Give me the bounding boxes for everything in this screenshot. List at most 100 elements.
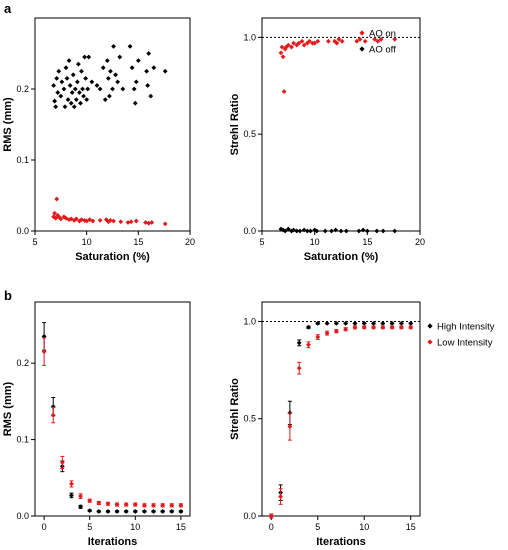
data-point — [307, 38, 312, 44]
data-point — [352, 324, 358, 330]
data-point — [97, 217, 103, 223]
data-point — [74, 79, 80, 85]
data-point — [392, 228, 398, 234]
data-point — [128, 219, 134, 225]
series-1 — [41, 337, 184, 508]
data-point — [118, 219, 124, 225]
y-tick-label: 0.0 — [16, 226, 29, 236]
data-point — [380, 321, 386, 326]
x-tick-label: 15 — [362, 237, 372, 247]
data-point — [113, 72, 118, 78]
y-axis-label: Strehl Ratio — [229, 93, 241, 155]
x-tick-label: 5 — [32, 237, 37, 247]
x-tick-label: 15 — [176, 522, 186, 532]
data-point — [94, 83, 100, 88]
data-point — [82, 54, 87, 60]
data-point — [291, 40, 296, 46]
data-point — [329, 228, 334, 234]
data-point — [151, 502, 156, 508]
data-point — [52, 210, 58, 216]
data-point — [145, 83, 151, 88]
data-point — [84, 218, 90, 224]
data-point — [114, 509, 120, 514]
plot-frame — [34, 301, 191, 517]
data-point — [52, 98, 58, 104]
data-point — [123, 502, 129, 507]
series-1 — [268, 324, 414, 519]
data-point — [58, 216, 64, 222]
chart-b_rms: 0 5 10 15 0.0 0.1 0.2 Iterations RMS (mm) — [2, 301, 191, 548]
data-point — [333, 321, 339, 326]
y-tick-label: 1.0 — [243, 316, 256, 326]
data-point — [380, 324, 386, 330]
data-point — [69, 481, 74, 487]
data-point — [354, 38, 360, 44]
series-1 — [51, 196, 168, 227]
data-point — [63, 65, 69, 71]
y-tick-label: 0.0 — [243, 511, 256, 521]
data-point — [82, 217, 87, 223]
data-point — [362, 38, 368, 44]
data-point — [86, 54, 92, 60]
data-point — [339, 38, 345, 44]
data-point — [148, 93, 154, 99]
data-point — [301, 42, 307, 48]
data-point — [380, 228, 386, 234]
data-point — [73, 97, 79, 103]
data-point — [96, 509, 102, 514]
data-point — [162, 221, 168, 227]
data-point — [71, 104, 77, 110]
data-point — [111, 44, 116, 49]
data-point — [71, 217, 77, 223]
legend-marker — [427, 339, 433, 345]
x-tick-label: 0 — [42, 522, 47, 532]
data-point — [294, 228, 300, 234]
legend-label: AO on — [369, 29, 396, 40]
x-tick-label: 5 — [315, 522, 320, 532]
data-point — [333, 328, 339, 334]
x-axis-label: Iterations — [88, 536, 138, 548]
data-point — [352, 321, 358, 326]
series-1 — [278, 226, 398, 234]
data-point — [325, 38, 331, 44]
data-point — [338, 228, 344, 234]
data-point — [312, 227, 318, 233]
data-point — [374, 228, 380, 234]
data-point — [389, 321, 395, 326]
data-point — [72, 86, 78, 92]
data-point — [127, 44, 133, 49]
data-point — [389, 324, 395, 330]
legend: AO on AO off — [359, 29, 396, 56]
data-point — [135, 58, 141, 63]
data-point — [160, 509, 166, 514]
data-point — [133, 218, 139, 224]
data-point — [287, 424, 293, 429]
data-point — [315, 38, 321, 44]
data-point — [59, 79, 65, 85]
data-point — [364, 228, 370, 234]
data-point — [105, 219, 111, 225]
data-point — [70, 72, 76, 78]
data-point — [104, 58, 110, 63]
data-point — [144, 68, 149, 74]
data-point — [399, 324, 404, 330]
data-point — [78, 504, 83, 510]
data-point — [308, 228, 313, 234]
x-tick-label: 10 — [359, 522, 369, 532]
x-tick-label: 0 — [269, 522, 274, 532]
data-point — [151, 509, 156, 514]
data-point — [371, 324, 376, 330]
data-point — [105, 501, 111, 507]
data-point — [80, 86, 85, 92]
panel-label-a: a — [4, 1, 12, 16]
legend-marker — [359, 46, 365, 52]
x-tick-label: 20 — [415, 237, 425, 247]
data-point — [281, 89, 287, 94]
data-point — [81, 93, 86, 99]
data-point — [68, 100, 74, 106]
data-point — [392, 36, 398, 42]
data-point — [314, 228, 320, 234]
panel-label-b: b — [4, 288, 12, 303]
data-point — [282, 228, 288, 234]
